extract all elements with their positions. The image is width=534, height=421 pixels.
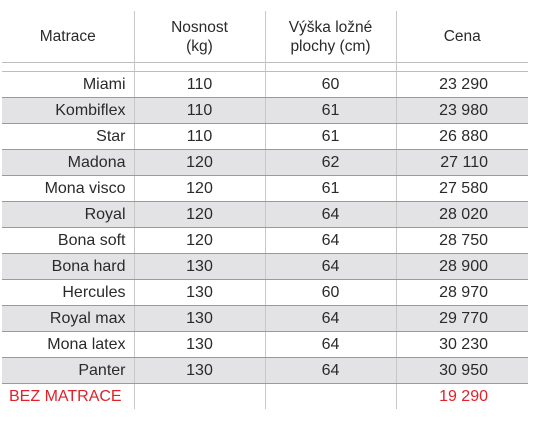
table-row: Madona 120 62 27 110 — [2, 149, 528, 176]
cell-vyska: 64 — [264, 305, 396, 332]
footer-row: BEZ MATRACE 19 290 — [2, 383, 528, 409]
cell-cena: 28 900 — [395, 253, 528, 280]
table-row: Bona soft 120 64 28 750 — [2, 227, 528, 254]
cell-name: Bona soft — [2, 227, 134, 254]
cell-vyska: 64 — [264, 331, 396, 358]
cell-vyska: 60 — [264, 71, 396, 98]
cell-cena: 28 020 — [395, 201, 528, 228]
header-row: Matrace Nosnost (kg) Výška ložné plochy (c… — [2, 11, 528, 63]
cell-name: Madona — [2, 149, 134, 176]
cell-vyska: 64 — [264, 357, 396, 384]
cell-vyska: 62 — [264, 149, 396, 176]
cell-name: Miami — [2, 71, 134, 98]
cell-nosnost: 120 — [133, 175, 265, 202]
price-table-container: Matrace Nosnost (kg) Výška ložné plochy (c… — [2, 11, 528, 409]
table-row: Hercules 130 60 28 970 — [2, 279, 528, 306]
cell-cena: 28 970 — [395, 279, 528, 306]
cell-name: Royal — [2, 201, 134, 228]
cell-cena: 28 750 — [395, 227, 528, 254]
header-cena-label: Cena — [443, 28, 481, 45]
cell-name: Kombiflex — [2, 97, 134, 124]
table-row: Mona latex 130 64 30 230 — [2, 331, 528, 358]
cell-nosnost: 120 — [133, 149, 265, 176]
cell-cena: 29 770 — [395, 305, 528, 332]
header-matrace-label: Matrace — [39, 28, 96, 45]
footer-empty-nosnost — [133, 383, 265, 409]
cell-vyska: 60 — [264, 279, 396, 306]
table-row: Bona hard 130 64 28 900 — [2, 253, 528, 280]
header-vyska-line1: Výška ložné — [288, 18, 373, 36]
header-nosnost-line2: (kg) — [186, 37, 213, 55]
cell-nosnost: 130 — [133, 253, 265, 280]
cell-nosnost: 110 — [133, 97, 265, 124]
header-cena: Cena — [395, 11, 528, 63]
cell-nosnost: 130 — [133, 305, 265, 332]
cell-cena: 30 230 — [395, 331, 528, 358]
cell-cena: 27 580 — [395, 175, 528, 202]
header-matrace: Matrace — [2, 11, 134, 63]
cell-name: Hercules — [2, 279, 134, 306]
cell-nosnost: 130 — [133, 331, 265, 358]
cell-nosnost: 120 — [133, 201, 265, 228]
table-row: Kombiflex 110 61 23 980 — [2, 97, 528, 124]
table-row: Star 110 61 26 880 — [2, 123, 528, 150]
cell-nosnost: 110 — [133, 71, 265, 98]
cell-nosnost: 110 — [133, 123, 265, 150]
table-row: Mona visco 120 61 27 580 — [2, 175, 528, 202]
cell-nosnost: 130 — [133, 357, 265, 384]
cell-vyska: 64 — [264, 253, 396, 280]
cell-nosnost: 120 — [133, 227, 265, 254]
mattress-price-table: Matrace Nosnost (kg) Výška ložné plochy (c… — [2, 11, 528, 409]
header-divider — [2, 62, 528, 72]
cell-name: Star — [2, 123, 134, 150]
header-vyska-line2: plochy (cm) — [290, 37, 371, 55]
cell-cena: 26 880 — [395, 123, 528, 150]
cell-cena: 23 290 — [395, 71, 528, 98]
cell-name: Panter — [2, 357, 134, 384]
header-nosnost-line1: Nosnost — [171, 18, 228, 36]
cell-name: Mona visco — [2, 175, 134, 202]
cell-vyska: 61 — [264, 123, 396, 150]
table-body: Miami 110 60 23 290 Kombiflex 110 61 23 980 St… — [2, 71, 528, 409]
cell-name: Mona latex — [2, 331, 134, 358]
cell-vyska: 64 — [264, 201, 396, 228]
table-row: Royal 120 64 28 020 — [2, 201, 528, 228]
cell-vyska: 61 — [264, 175, 396, 202]
cell-vyska: 61 — [264, 97, 396, 124]
table-row: Panter 130 64 30 950 — [2, 357, 528, 384]
header-vyska: Výška ložné plochy (cm) — [264, 11, 396, 63]
cell-vyska: 64 — [264, 227, 396, 254]
cell-cena: 23 980 — [395, 97, 528, 124]
cell-cena: 27 110 — [395, 149, 528, 176]
header-nosnost: Nosnost (kg) — [133, 11, 265, 63]
table-row: Miami 110 60 23 290 — [2, 71, 528, 98]
cell-name: Bona hard — [2, 253, 134, 280]
cell-nosnost: 130 — [133, 279, 265, 306]
footer-empty-vyska — [264, 383, 396, 409]
footer-name: BEZ MATRACE — [2, 383, 134, 409]
cell-cena: 30 950 — [395, 357, 528, 384]
table-row: Royal max 130 64 29 770 — [2, 305, 528, 332]
cell-name: Royal max — [2, 305, 134, 332]
footer-cena: 19 290 — [395, 383, 528, 409]
